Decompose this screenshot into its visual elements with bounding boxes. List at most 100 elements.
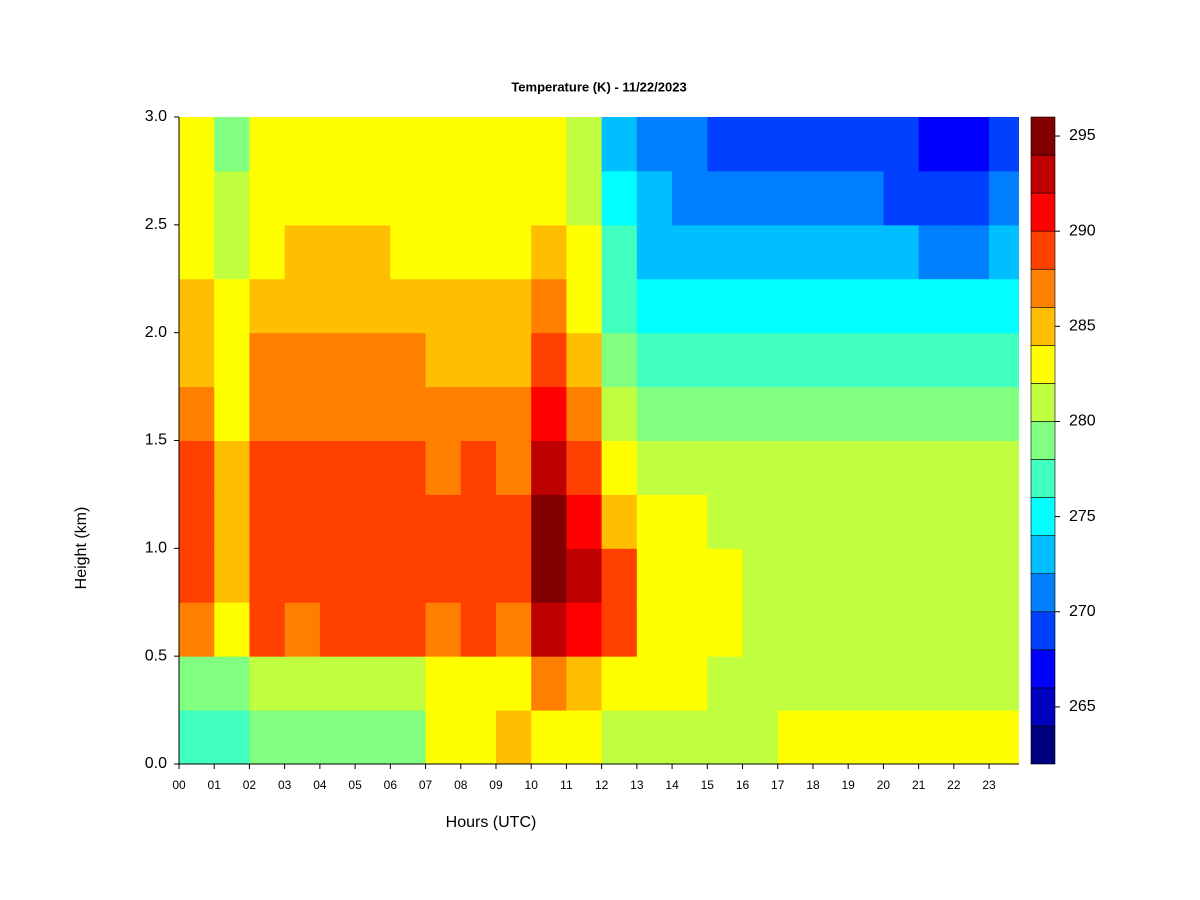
heat-cell: [672, 440, 708, 495]
heat-cell: [179, 602, 215, 657]
heat-cell: [355, 656, 391, 711]
colorbar-band: [1030, 154, 1056, 194]
heat-cell: [355, 710, 391, 764]
heat-cell: [566, 170, 603, 226]
x-tick-label: 23: [982, 778, 996, 792]
heat-cell: [355, 494, 391, 549]
heat-cell: [989, 117, 1019, 172]
heat-cell: [460, 386, 497, 441]
heat-cell: [460, 440, 497, 495]
heat-cell: [707, 548, 744, 603]
y-tick-label: 3.0: [145, 108, 167, 125]
y-tick-label: 1.0: [145, 540, 167, 557]
heat-cell: [636, 710, 673, 764]
heat-cell: [883, 332, 920, 388]
x-tick-label: 18: [806, 778, 820, 792]
heat-cell: [707, 494, 744, 549]
heat-cell: [284, 440, 321, 495]
heat-cell: [495, 440, 532, 495]
heat-cell: [531, 224, 567, 280]
heat-cell: [742, 440, 779, 495]
x-tick-label: 09: [489, 778, 503, 792]
heat-cell: [460, 548, 497, 603]
x-tick-label: 20: [877, 778, 891, 792]
heat-cell: [495, 710, 532, 764]
heat-cell: [425, 386, 462, 441]
heat-cell: [742, 656, 779, 711]
heat-cell: [425, 494, 462, 549]
heat-cell: [319, 224, 356, 280]
colorbar-tick-label: 280: [1069, 413, 1096, 430]
x-tick-label: 05: [348, 778, 362, 792]
heat-cell: [214, 602, 250, 657]
colorbar-band: [1030, 192, 1056, 232]
heat-cell: [531, 548, 567, 603]
heat-cell: [355, 386, 391, 441]
heat-cell: [883, 548, 920, 603]
heat-cell: [636, 332, 673, 388]
heat-cell: [390, 170, 427, 226]
heat-cell: [707, 170, 744, 226]
heat-cell: [179, 440, 215, 495]
heat-cell: [989, 602, 1019, 657]
heat-cell: [319, 170, 356, 226]
heatmap: [179, 117, 1019, 764]
heat-cell: [883, 117, 920, 172]
colorbar-tick-label: 275: [1069, 508, 1096, 525]
heat-cell: [672, 117, 708, 172]
heat-cell: [777, 224, 814, 280]
heat-cell: [918, 170, 955, 226]
heat-cell: [953, 278, 990, 334]
heat-cell: [601, 332, 638, 388]
heat-cell: [390, 494, 427, 549]
heat-cell: [179, 656, 215, 711]
heat-cell: [812, 440, 849, 495]
heat-cell: [566, 440, 603, 495]
x-tick-label: 12: [595, 778, 609, 792]
heat-cell: [742, 548, 779, 603]
heat-cell: [953, 548, 990, 603]
heat-cell: [495, 278, 532, 334]
heat-cell: [249, 386, 286, 441]
heat-cell: [425, 548, 462, 603]
heat-cell: [707, 602, 744, 657]
heat-cell: [319, 440, 356, 495]
heat-cell: [319, 117, 356, 172]
heat-cell: [707, 278, 744, 334]
heat-cell: [742, 224, 779, 280]
heat-cell: [319, 602, 356, 657]
x-tick-label: 03: [278, 778, 292, 792]
heat-cell: [249, 278, 286, 334]
heat-cell: [812, 710, 849, 764]
heat-cell: [672, 602, 708, 657]
heat-cell: [742, 117, 779, 172]
colorbar-tick-label: 265: [1069, 698, 1096, 715]
heat-cell: [355, 602, 391, 657]
heat-cell: [531, 332, 567, 388]
heat-cell: [953, 494, 990, 549]
heat-cell: [777, 332, 814, 388]
heat-cell: [355, 278, 391, 334]
heat-cell: [566, 656, 603, 711]
x-axis-label: Hours (UTC): [446, 814, 537, 831]
heat-cell: [953, 710, 990, 764]
heat-cell: [989, 386, 1019, 441]
heat-cell: [214, 170, 250, 226]
heat-cell: [812, 224, 849, 280]
heat-cell: [214, 278, 250, 334]
heat-cell: [601, 494, 638, 549]
heat-cell: [284, 548, 321, 603]
heat-cell: [848, 386, 884, 441]
heat-cell: [249, 602, 286, 657]
heat-cell: [672, 494, 708, 549]
x-tick-label: 10: [525, 778, 539, 792]
y-tick-label: 1.5: [145, 432, 167, 449]
x-tick-label: 22: [947, 778, 961, 792]
heat-cell: [566, 548, 603, 603]
heat-cell: [883, 602, 920, 657]
heat-cell: [918, 494, 955, 549]
x-tick-label: 21: [912, 778, 926, 792]
heat-cell: [953, 170, 990, 226]
heat-cell: [179, 332, 215, 388]
